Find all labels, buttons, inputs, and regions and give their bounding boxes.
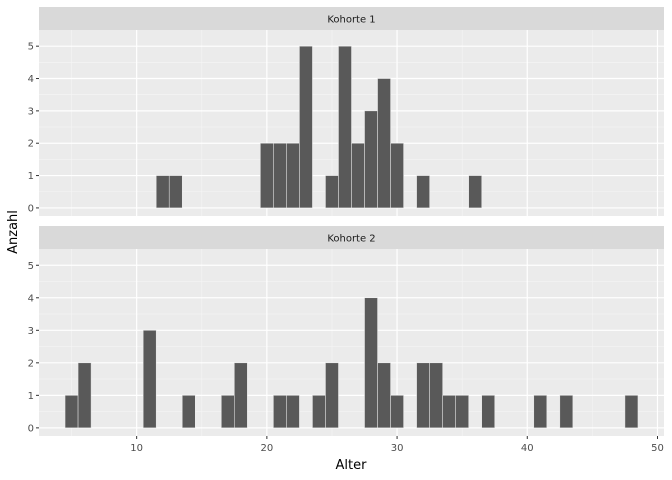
facet-strip-label: Kohorte 1 [327, 15, 375, 26]
facet-panel: Kohorte 1 0 1 2 3 4 5 [28, 7, 664, 216]
histogram-bar [364, 110, 378, 209]
histogram-bar [181, 395, 196, 429]
y-tick-label: 1 [28, 171, 34, 182]
facet-strip [39, 226, 664, 249]
histogram-bar [273, 395, 287, 429]
y-tick-label: 0 [28, 203, 34, 214]
histogram-bar [468, 175, 482, 209]
histogram-bar [416, 362, 430, 429]
histogram-bar [168, 175, 183, 209]
y-tick-label: 2 [28, 358, 34, 369]
histogram-bar [481, 395, 495, 429]
histogram-bar [155, 175, 170, 209]
histogram-bar [273, 142, 287, 209]
x-tick-label: 20 [260, 443, 273, 454]
x-tick-label: 40 [521, 443, 534, 454]
histogram-bar [377, 78, 391, 209]
y-tick-label: 0 [28, 423, 34, 434]
histogram-bar [455, 395, 469, 429]
histogram-bar [429, 362, 443, 429]
facet-panel: Kohorte 2 0 1 2 3 4 5 [28, 226, 664, 436]
facet-strip-label: Kohorte 2 [327, 234, 375, 245]
histogram-bar [351, 142, 365, 209]
y-tick-label: 1 [28, 391, 34, 402]
y-tick-label: 4 [28, 293, 34, 304]
y-tick-label: 2 [28, 139, 34, 150]
histogram-bar [142, 330, 157, 429]
histogram-bar [377, 362, 391, 429]
histogram-bar [559, 395, 574, 429]
histogram-bar [624, 395, 639, 429]
y-tick-label: 3 [28, 326, 34, 337]
histogram-bar [221, 395, 235, 429]
facet-strip [39, 7, 664, 30]
histogram-bar [390, 395, 404, 429]
histogram-bar [260, 142, 274, 209]
histogram-bar [325, 175, 339, 209]
y-axis-title: Anzahl [6, 210, 21, 254]
histogram-bar [364, 297, 378, 429]
histogram-bar [338, 45, 352, 209]
histogram-bar [77, 362, 92, 429]
panels: Kohorte 1 0 1 2 3 4 5 Kohorte 2 0 1 2 3 4 5 [28, 7, 664, 436]
histogram-bar [442, 395, 456, 429]
y-tick-label: 5 [28, 42, 34, 53]
x-axis-title: Alter [336, 458, 368, 473]
histogram-bar [312, 395, 326, 429]
y-tick-label: 3 [28, 106, 34, 117]
histogram-bar [64, 395, 79, 429]
x-axis: 10 20 30 40 50 [130, 436, 664, 454]
histogram-bar [234, 362, 248, 429]
x-tick-label: 30 [391, 443, 404, 454]
histogram-bar [286, 395, 300, 429]
histogram-bar [325, 362, 339, 429]
x-tick-label: 10 [130, 443, 143, 454]
x-tick-label: 50 [651, 443, 664, 454]
y-tick-label: 5 [28, 261, 34, 272]
histogram-bar [416, 175, 430, 209]
histogram-bar [286, 142, 300, 209]
y-tick-label: 4 [28, 74, 34, 85]
histogram-bar [390, 142, 404, 209]
histogram-bar [533, 395, 548, 429]
histogram-bar [299, 45, 313, 209]
